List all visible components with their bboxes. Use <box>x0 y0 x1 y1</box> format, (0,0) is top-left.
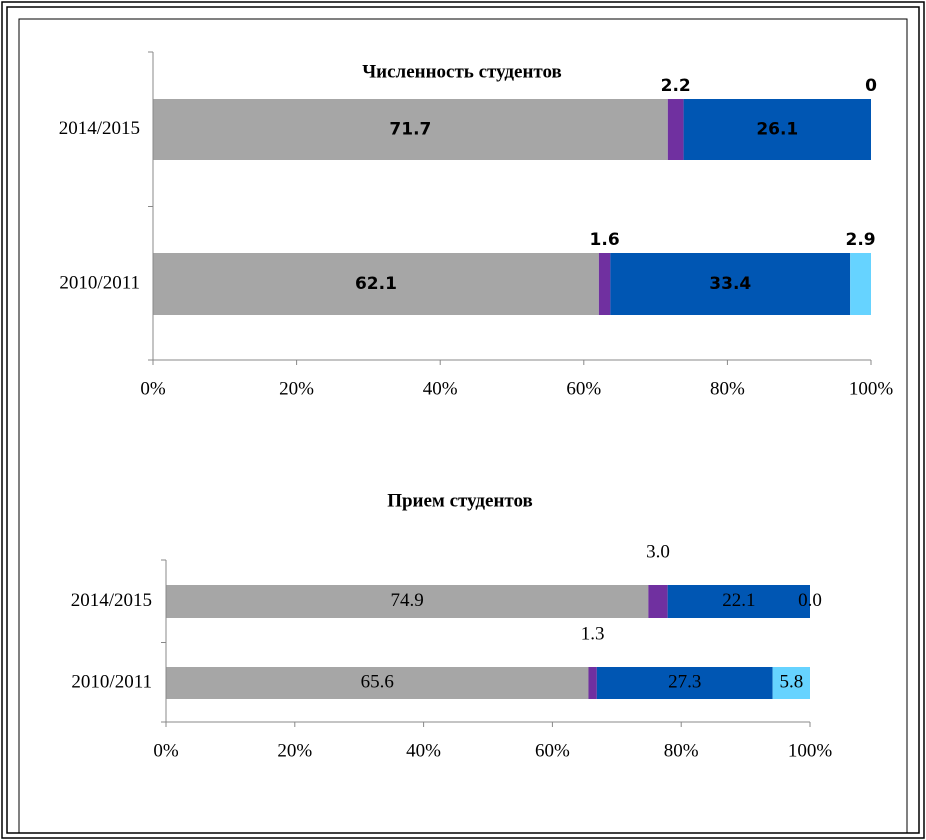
x-tick-label: 80% <box>710 378 745 399</box>
data-label: 27.3 <box>668 671 701 692</box>
x-tick-label: 100% <box>788 740 833 761</box>
x-tick-label: 40% <box>406 740 441 761</box>
chart-title: Прием студентов <box>387 490 533 511</box>
x-tick-label: 0% <box>153 740 179 761</box>
data-label: 1.6 <box>590 230 620 250</box>
y-tick-label: 2010/2011 <box>59 272 140 293</box>
x-tick-label: 60% <box>566 378 601 399</box>
bar-segment <box>588 667 597 699</box>
frame <box>18 18 908 834</box>
bar-segment <box>683 99 871 160</box>
data-label: 33.4 <box>709 274 751 294</box>
bar-segment <box>648 585 668 618</box>
data-label: 3.0 <box>646 541 670 562</box>
x-tick-label: 60% <box>535 740 570 761</box>
data-label: 2.9 <box>846 230 876 250</box>
bar-segment <box>667 99 684 160</box>
data-label: 2.2 <box>661 76 691 96</box>
data-label: 1.3 <box>581 623 605 644</box>
bar-segment <box>850 253 871 315</box>
bar-segment <box>610 253 851 315</box>
data-label: 26.1 <box>756 120 798 140</box>
chart-title: Численность студентов <box>362 61 562 82</box>
y-tick-label: 2010/2011 <box>71 671 152 692</box>
x-tick-label: 0% <box>140 378 166 399</box>
data-label: 22.1 <box>722 590 755 611</box>
y-tick-label: 2014/2015 <box>71 590 152 611</box>
bar-segment <box>596 667 773 699</box>
data-label: 74.9 <box>391 590 424 611</box>
data-label: 71.7 <box>389 120 431 140</box>
x-tick-label: 40% <box>423 378 458 399</box>
data-label: 65.6 <box>361 671 394 692</box>
data-label: 5.8 <box>779 671 803 692</box>
bar-segment <box>772 667 810 699</box>
x-tick-label: 100% <box>849 378 894 399</box>
bar-segment <box>166 585 649 618</box>
bar-segment <box>153 99 668 160</box>
x-tick-label: 20% <box>277 740 312 761</box>
x-tick-label: 20% <box>279 378 314 399</box>
bar-segment <box>153 253 599 315</box>
x-tick-label: 80% <box>664 740 699 761</box>
bar-segment <box>598 253 611 315</box>
bar-segment <box>667 585 810 618</box>
data-label: 62.1 <box>355 274 397 294</box>
data-label: 0 <box>865 76 877 96</box>
y-tick-label: 2014/2015 <box>59 118 140 139</box>
bar-segment <box>166 667 589 699</box>
data-label: 0.0 <box>798 590 822 611</box>
